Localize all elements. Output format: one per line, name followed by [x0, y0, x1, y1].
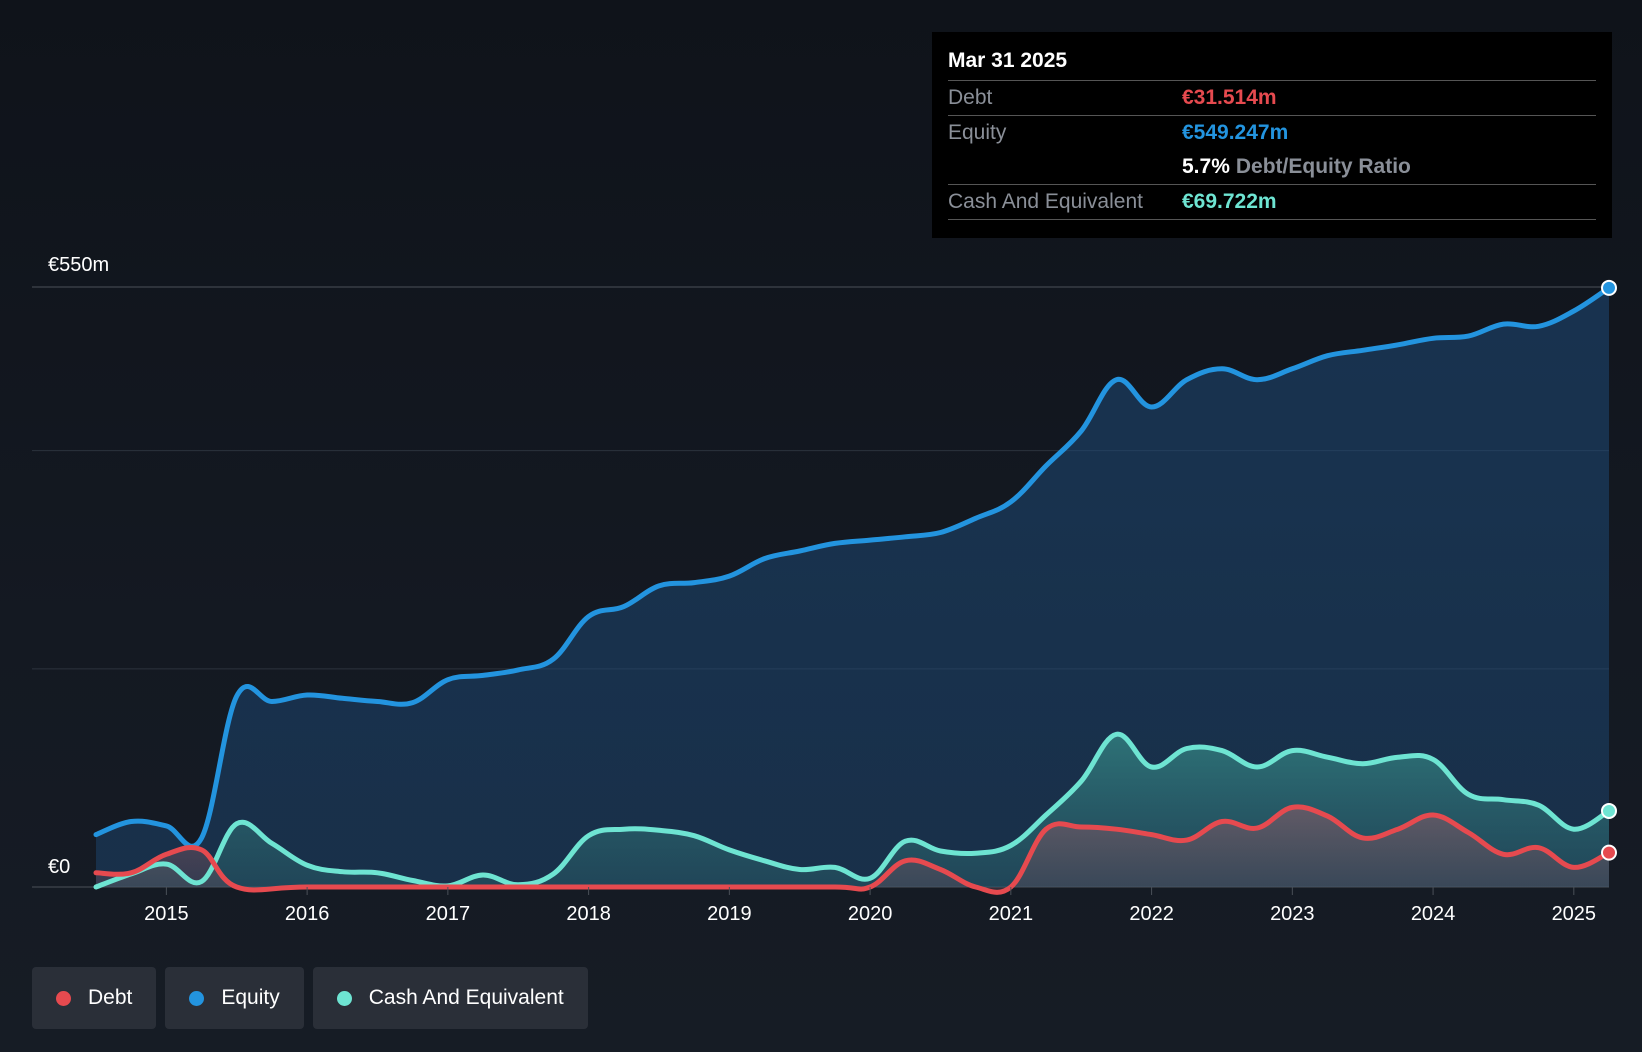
- tooltip-debt-label: Debt: [948, 86, 1182, 110]
- x-tick-label: 2017: [426, 903, 471, 925]
- series-areas: [96, 288, 1609, 893]
- x-tick-label: 2018: [566, 903, 611, 925]
- tooltip-debt-row: Debt €31.514m: [948, 80, 1596, 115]
- x-tick-label: 2022: [1129, 903, 1174, 925]
- legend-label-debt: Debt: [88, 986, 132, 1010]
- x-tick-label: 2015: [144, 903, 189, 925]
- x-tick-label: 2021: [989, 903, 1034, 925]
- legend-item-debt[interactable]: Debt: [32, 967, 156, 1029]
- y-tick-label: €0: [48, 856, 70, 878]
- legend-item-cash[interactable]: Cash And Equivalent: [313, 967, 588, 1029]
- x-tick-label: 2019: [707, 903, 752, 925]
- legend: Debt Equity Cash And Equivalent: [32, 967, 588, 1029]
- x-tick-label: 2020: [848, 903, 893, 925]
- tooltip-cash-row: Cash And Equivalent €69.722m: [948, 184, 1596, 220]
- tooltip-debt-value: €31.514m: [1182, 86, 1277, 110]
- tooltip-equity-value: €549.247m: [1182, 121, 1288, 145]
- tooltip-cash-value: €69.722m: [1182, 190, 1277, 214]
- equity-endpoint: [1602, 281, 1616, 295]
- legend-item-equity[interactable]: Equity: [165, 967, 303, 1029]
- cash-dot-icon: [337, 991, 352, 1006]
- y-axis: €550m €0: [48, 254, 109, 878]
- cash-and-equivalent-endpoint: [1602, 804, 1616, 818]
- y-tick-label: €550m: [48, 254, 109, 276]
- x-tick-label: 2024: [1411, 903, 1456, 925]
- tooltip-equity-row: Equity €549.247m: [948, 115, 1596, 150]
- tooltip-ratio-label: Debt/Equity Ratio: [1236, 155, 1411, 179]
- tooltip-cash-label: Cash And Equivalent: [948, 190, 1182, 214]
- tooltip-equity-label: Equity: [948, 121, 1182, 145]
- tooltip: Mar 31 2025 Debt €31.514m Equity €549.24…: [932, 32, 1612, 238]
- debt-dot-icon: [56, 991, 71, 1006]
- legend-label-cash: Cash And Equivalent: [369, 986, 564, 1010]
- legend-label-equity: Equity: [221, 986, 279, 1010]
- equity-dot-icon: [189, 991, 204, 1006]
- tooltip-ratio-value: 5.7%: [1182, 155, 1230, 179]
- x-tick-label: 2023: [1270, 903, 1315, 925]
- x-axis: 2015 2016 2017 2018 2019 2020 2021 2022 2023 2024…: [144, 887, 1596, 925]
- tooltip-date: Mar 31 2025: [948, 46, 1596, 80]
- debt-endpoint: [1602, 846, 1616, 860]
- x-tick-label: 2016: [285, 903, 330, 925]
- x-tick-label: 2025: [1552, 903, 1597, 925]
- tooltip-ratio-row: 5.7% Debt/Equity Ratio: [948, 150, 1596, 184]
